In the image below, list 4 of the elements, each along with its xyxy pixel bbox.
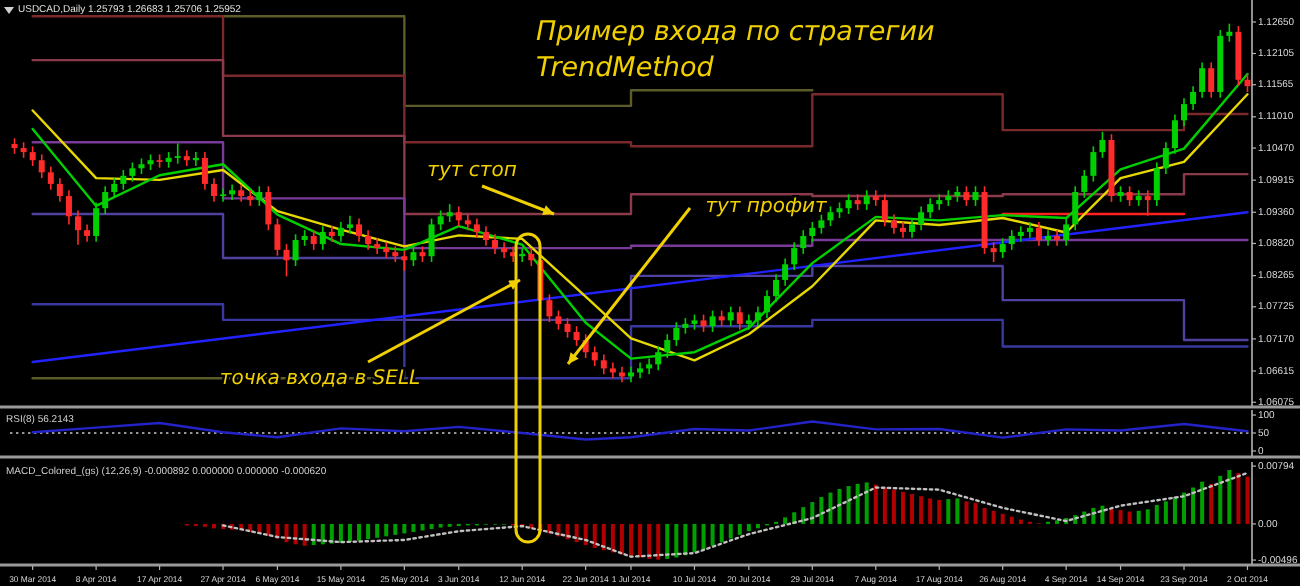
text: Пример входа по стратегии TrendMethod (536, 16, 935, 84)
annotation: тут стоп (427, 160, 518, 182)
annotation: точка входа в SELL (219, 368, 421, 390)
annotation: тут профит (705, 196, 829, 218)
